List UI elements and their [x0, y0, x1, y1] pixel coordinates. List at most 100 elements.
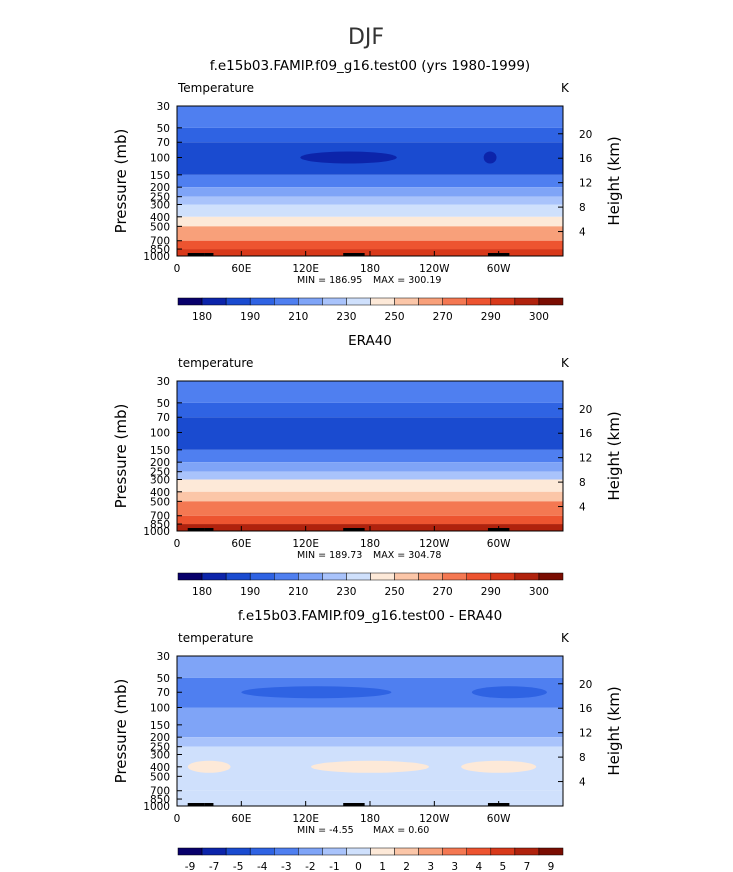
- x-tick-label: 180: [360, 263, 380, 275]
- colorbar-tick-label: 290: [481, 586, 501, 598]
- y-tick-label: 30: [157, 376, 170, 388]
- colorbar-swatch: [538, 847, 564, 856]
- colorbar-swatch: [418, 847, 443, 856]
- colorbar-swatch: [418, 572, 443, 581]
- contour-feature: [300, 151, 397, 164]
- y-tick-label: 500: [150, 496, 170, 508]
- colorbar-tick-label: 250: [385, 311, 405, 323]
- y2-tick-label: 16: [579, 703, 593, 715]
- colorbar-tick-label: -5: [233, 861, 243, 872]
- y-tick-label: 250: [150, 467, 170, 479]
- variable-label: temperature: [178, 631, 253, 645]
- contour-band: [177, 790, 563, 806]
- panel-title: f.e15b03.FAMIP.f09_g16.test00 - ERA40: [238, 608, 502, 624]
- x-tick-label: 120E: [292, 538, 319, 550]
- y2-tick-label: 4: [579, 777, 586, 789]
- y-tick-label: 50: [157, 398, 170, 410]
- y2-axis-label: Height (km): [605, 686, 623, 775]
- y-tick-label: 100: [150, 428, 170, 440]
- contour-band: [177, 381, 563, 403]
- colorbar-swatch: [274, 572, 299, 581]
- colorbar-swatch: [442, 572, 467, 581]
- contour-band: [177, 471, 563, 480]
- colorbar-swatch: [514, 572, 540, 581]
- colorbar-tick-label: 1: [379, 861, 386, 872]
- contour-feature: [311, 760, 429, 773]
- y2-tick-label: 4: [579, 227, 586, 239]
- colorbar-tick-label: 2: [403, 861, 410, 872]
- y2-tick-label: 12: [579, 728, 592, 740]
- colorbar-swatch: [490, 297, 516, 306]
- colorbar-tick-label: 230: [336, 586, 356, 598]
- colorbar-swatch: [466, 572, 492, 581]
- contour-band: [177, 216, 563, 227]
- y-tick-label: 400: [150, 212, 170, 224]
- terrain-mask: [187, 528, 205, 531]
- contour-band: [177, 127, 563, 143]
- colorbar-swatch: [225, 847, 251, 856]
- colorbar-swatch: [322, 847, 347, 856]
- y-tick-label: 150: [150, 170, 170, 182]
- y2-tick-label: 16: [579, 428, 593, 440]
- colorbar-tick-label: 250: [385, 586, 405, 598]
- colorbar-swatch: [466, 847, 492, 856]
- colorbar-tick-label: 5: [500, 861, 507, 872]
- y-tick-label: 500: [150, 771, 170, 783]
- colorbar-swatch: [274, 847, 299, 856]
- colorbar-swatch: [249, 847, 275, 856]
- y-tick-label: 850: [150, 519, 170, 531]
- y-tick-label: 200: [150, 732, 170, 744]
- contour-band: [177, 449, 563, 463]
- y-tick-label: 400: [150, 762, 170, 774]
- y-tick-label: 300: [150, 199, 170, 211]
- colorbar-swatch: [225, 297, 251, 306]
- x-tick-label: 180: [360, 538, 380, 550]
- y-tick-label: 150: [150, 445, 170, 457]
- colorbar-swatch: [442, 847, 467, 856]
- contour-band: [177, 462, 563, 472]
- y-tick-label: 70: [157, 687, 170, 699]
- colorbar-swatch: [225, 572, 251, 581]
- colorbar-swatch: [322, 297, 347, 306]
- colorbar-tick-label: -7: [209, 861, 219, 872]
- units-label: K: [561, 356, 570, 370]
- colorbar-tick-label: 7: [524, 861, 531, 872]
- contour-band: [177, 106, 563, 128]
- y-axis-label: Pressure (mb): [112, 404, 130, 509]
- colorbar-tick-label: 190: [240, 311, 260, 323]
- colorbar-tick-label: 180: [192, 586, 212, 598]
- x-tick-label: 60W: [487, 813, 511, 825]
- terrain-mask: [204, 803, 214, 806]
- y-tick-label: 500: [150, 221, 170, 233]
- contour-band: [177, 479, 563, 492]
- min-value: MIN = 186.95: [297, 275, 362, 286]
- y-tick-label: 850: [150, 794, 170, 806]
- contour-band: [177, 737, 563, 747]
- y2-tick-label: 8: [579, 477, 586, 489]
- terrain-mask: [343, 803, 365, 806]
- colorbar-swatch: [274, 297, 299, 306]
- colorbar-tick-label: 210: [288, 586, 308, 598]
- y-tick-label: 200: [150, 457, 170, 469]
- colorbar-swatch: [201, 297, 227, 306]
- y2-tick-label: 12: [579, 178, 592, 190]
- contour-band: [177, 417, 563, 450]
- y-tick-label: 1000: [143, 526, 170, 538]
- colorbar-swatch: [490, 572, 516, 581]
- y-tick-label: 300: [150, 474, 170, 486]
- colorbar-swatch: [177, 297, 203, 306]
- contour-band: [177, 196, 563, 205]
- y-tick-label: 1000: [143, 251, 170, 263]
- colorbar-swatch: [370, 297, 395, 306]
- x-tick-label: 0: [174, 813, 181, 825]
- colorbar-tick-label: 0: [355, 861, 362, 872]
- colorbar-swatch: [201, 847, 227, 856]
- terrain-mask: [343, 253, 365, 256]
- colorbar-swatch: [249, 297, 275, 306]
- y2-tick-label: 4: [579, 502, 586, 514]
- colorbar-tick-label: 3: [451, 861, 458, 872]
- panel-title: f.e15b03.FAMIP.f09_g16.test00 (yrs 1980-…: [210, 58, 530, 74]
- y2-tick-label: 16: [579, 153, 593, 165]
- terrain-mask: [204, 253, 214, 256]
- contour-band: [177, 501, 563, 516]
